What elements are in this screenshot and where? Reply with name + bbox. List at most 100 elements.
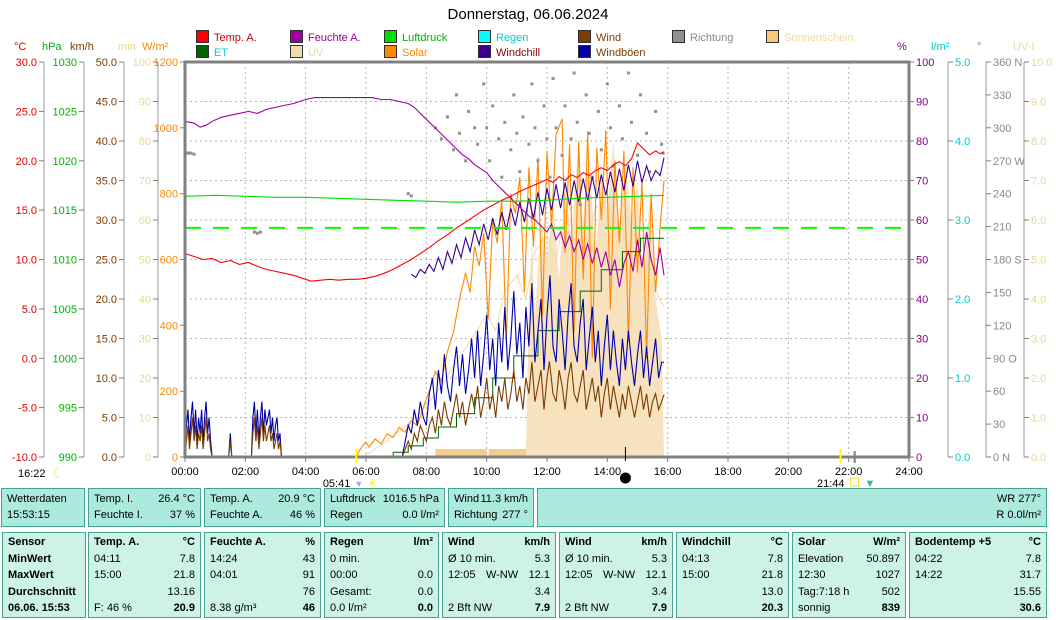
svg-text:70: 70 [916,176,928,188]
svg-text:1000: 1000 [53,353,77,365]
svg-text:1020: 1020 [53,156,77,168]
sensor-column-bodentemp-5-7: Bodentemp +5 °C 04:22 7.8 14:22 31.7 15.55 30.6 [909,532,1047,618]
svg-text:30: 30 [139,334,151,346]
svg-text:-5.0: -5.0 [18,403,37,415]
series-uv [362,199,665,458]
svg-text:°: ° [977,41,981,53]
svg-text:10:00: 10:00 [473,466,501,478]
svg-text:16:00: 16:00 [654,466,682,478]
svg-text:2.0: 2.0 [955,294,970,306]
series-et [363,237,664,458]
sensor-column-wind-4: Wind km/h Ø 10 min. 5.3 12:05 W-NW 12.1 3.4 2 Bf… [559,532,673,618]
status-box-3: Luftdruck 1016.5 hPa Regen 0.0 l/m² [324,488,445,527]
sunset-arrow-icon: ▼ [865,478,876,490]
svg-text:0 N: 0 N [993,452,1010,464]
svg-text:1010: 1010 [53,255,77,267]
sensor-column-feuchte-a--1: Feuchte A.% 14:24 43 04:01 91 76 8.38 g/m³ 46 [204,532,321,618]
moon-time: 16:22 [18,468,46,480]
svg-text:0.0: 0.0 [955,452,970,464]
svg-text:1200: 1200 [154,57,178,69]
svg-text:04:00: 04:00 [292,466,320,478]
svg-text:600: 600 [160,255,178,267]
svg-text:100: 100 [133,57,151,69]
status-box-2: Temp. A. 20.9 °C Feuchte A. 46 % [204,488,321,527]
sunset-square-icon [850,477,860,487]
svg-text:°C: °C [14,41,26,53]
sunrise-arrow-icon: ▼ [354,479,363,489]
legend-swatch [578,30,591,43]
svg-text:330: 330 [993,90,1011,102]
svg-text:100: 100 [916,57,934,69]
svg-text:60: 60 [139,215,151,227]
page-title: Donnerstag, 06.06.2024 [447,6,609,23]
svg-text:9.0: 9.0 [1031,97,1046,109]
svg-text:5.0: 5.0 [955,57,970,69]
svg-text:0: 0 [916,452,922,464]
svg-text:0.0: 0.0 [22,353,37,365]
svg-text:80: 80 [139,136,151,148]
svg-text:200: 200 [160,386,178,398]
legend-item-windb-en: Windböen [578,45,646,59]
new-moon-icon [619,472,631,484]
svg-text:20: 20 [916,373,928,385]
svg-text:5.0: 5.0 [22,304,37,316]
svg-text:4.0: 4.0 [955,136,970,148]
svg-text:90 O: 90 O [993,353,1017,365]
legend-swatch [672,30,685,43]
legend-swatch [290,45,303,58]
legend-item-windchill: Windchill [478,45,540,59]
svg-text:10: 10 [916,413,928,425]
svg-text:15.0: 15.0 [16,205,37,217]
legend-swatch [196,45,209,58]
svg-text:18:00: 18:00 [714,466,742,478]
svg-text:10: 10 [139,413,151,425]
svg-text:02:00: 02:00 [232,466,260,478]
svg-text:20.0: 20.0 [16,156,37,168]
svg-text:150: 150 [993,287,1011,299]
svg-text:3.0: 3.0 [955,215,970,227]
svg-text:12:00: 12:00 [533,466,561,478]
svg-text:995: 995 [59,403,77,415]
legend-item-et: ET [196,45,228,59]
svg-text:180 S: 180 S [993,255,1022,267]
status-box-0: Wetterdaten 15:53:15 [1,488,85,527]
status-box-1: Temp. I. 26.4 °C Feuchte I. 37 % [88,488,201,527]
svg-text:10.0: 10.0 [1031,57,1052,69]
moon-icon: ☾ [52,465,65,481]
sunrise-time: 05:41 [323,478,351,490]
series-solar [356,118,665,458]
svg-text:400: 400 [160,320,178,332]
svg-text:270 W: 270 W [993,156,1025,168]
svg-text:22:00: 22:00 [835,466,863,478]
svg-text:210: 210 [993,222,1011,234]
svg-text:90: 90 [139,97,151,109]
sensor-label-column: Sensor MinWert MaxWert Durchschnitt 06.06. 1… [2,532,86,618]
legend-swatch [766,30,779,43]
legend-item-wind: Wind [578,30,621,44]
svg-text:1005: 1005 [53,304,77,316]
svg-text:20:00: 20:00 [775,466,803,478]
sunshine-band [435,449,487,456]
svg-text:40: 40 [916,294,928,306]
sunrise-sun-icon: ☀ [366,476,378,491]
svg-text:6.0: 6.0 [1031,215,1046,227]
sensor-column-wind-3: Wind km/h Ø 10 min. 5.3 12:05 W-NW 12.1 3.4 2 Bf… [442,532,556,618]
svg-text:min: min [118,41,136,53]
svg-text:50.0: 50.0 [96,57,117,69]
svg-text:08:00: 08:00 [413,466,441,478]
svg-text:30.0: 30.0 [96,215,117,227]
svg-text:30: 30 [993,419,1005,431]
svg-text:5.0: 5.0 [102,413,117,425]
svg-text:70: 70 [139,176,151,188]
svg-text:4.0: 4.0 [1031,294,1046,306]
legend-item-uv: UV [290,45,323,59]
svg-text:80: 80 [916,136,928,148]
svg-text:1000: 1000 [154,123,178,135]
svg-text:10.0: 10.0 [96,373,117,385]
svg-text:60: 60 [916,215,928,227]
svg-text:20.0: 20.0 [96,294,117,306]
legend-swatch [384,45,397,58]
series-luftdruck [184,194,665,203]
